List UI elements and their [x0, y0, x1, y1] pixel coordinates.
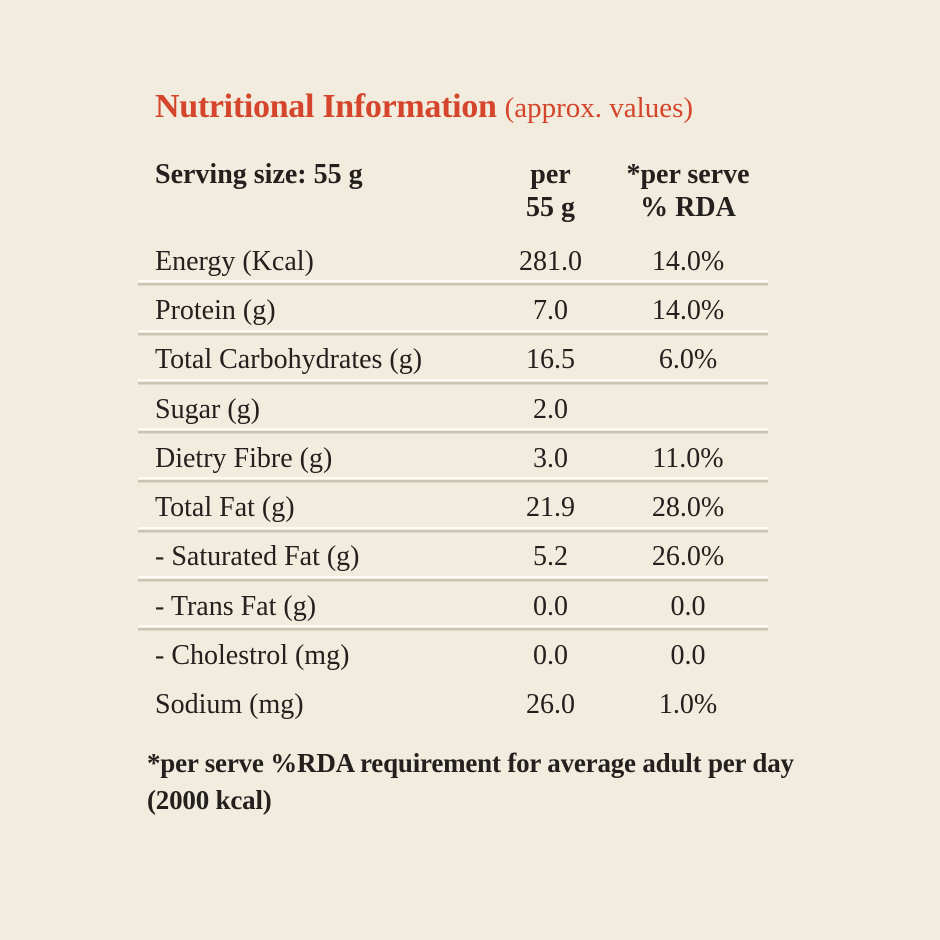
nutrient-value-per-serving: 281.0 [519, 245, 582, 277]
table-row: Energy (Kcal) 281.0 14.0% [138, 237, 768, 287]
header-per-serving-line2: 55 g [526, 192, 575, 223]
nutrient-value-rda: 11.0% [652, 442, 724, 474]
nutrient-value-rda: 0.0 [670, 640, 706, 672]
header-rda: *per serve % RDA [608, 158, 768, 224]
header-per-serving-line1: per [530, 159, 571, 190]
nutrient-value-rda: 6.0% [658, 344, 718, 376]
table-header: Serving size: 55 g per 55 g *per serve %… [138, 158, 768, 224]
nutrient-value-per-serving: 5.2 [533, 541, 568, 573]
header-serving-size: Serving size: 55 g [155, 159, 363, 190]
nutrient-label: Total Fat (g) [155, 492, 295, 524]
nutrient-label: - Cholestrol (mg) [155, 640, 350, 672]
table-row: Protein (g) 7.0 14.0% [138, 286, 768, 336]
table-row: Dietry Fibre (g) 3.0 11.0% [138, 434, 768, 484]
nutrient-label: Sodium (mg) [155, 689, 304, 721]
nutrient-label: Dietry Fibre (g) [155, 442, 333, 474]
table-row: Sodium (mg) 26.0 1.0% [138, 681, 768, 730]
nutrient-value-rda: 14.0% [651, 245, 725, 277]
nutrient-value-per-serving: 0.0 [533, 590, 568, 622]
nutrient-value-rda: 28.0% [651, 492, 725, 524]
header-rda-line1: *per serve [626, 159, 750, 190]
nutrient-label: Sugar (g) [155, 393, 260, 425]
nutrition-table-body: Energy (Kcal) 281.0 14.0% Protein (g) 7.… [138, 237, 768, 730]
nutrient-value-per-serving: 0.0 [533, 640, 568, 672]
nutrient-value-rda: 14.0% [651, 294, 725, 326]
nutrient-value-rda: 26.0% [651, 541, 725, 573]
table-row: Total Fat (g) 21.9 28.0% [138, 483, 768, 534]
nutrient-value-per-serving: 16.5 [526, 344, 575, 376]
page-title: Nutritional Information (approx. values) [155, 88, 693, 126]
header-per-serving: per 55 g [493, 158, 608, 224]
nutrient-value-per-serving: 3.0 [533, 442, 568, 474]
table-row: - Cholestrol (mg) 0.0 0.0 [138, 631, 768, 680]
nutrient-label: - Trans Fat (g) [155, 590, 317, 622]
nutrient-value-per-serving: 26.0 [526, 689, 575, 721]
page-title-suffix: (approx. values) [504, 92, 694, 124]
header-rda-line2: % RDA [640, 192, 736, 223]
page-title-main: Nutritional Information [155, 88, 497, 125]
nutrient-label: Protein (g) [155, 294, 276, 326]
table-row: Total Carbohydrates (g) 16.5 6.0% [138, 336, 768, 386]
nutrient-value-rda: 0.0 [670, 590, 706, 622]
rda-footnote: *per serve %RDA requirement for average … [147, 748, 794, 815]
table-row: Sugar (g) 2.0 [138, 385, 768, 435]
nutrient-value-per-serving: 7.0 [533, 294, 568, 326]
nutrient-value-per-serving: 21.9 [526, 492, 575, 524]
table-row: - Saturated Fat (g) 5.2 26.0% [138, 533, 768, 583]
nutrient-label: Total Carbohydrates (g) [155, 344, 423, 376]
table-row: - Trans Fat (g) 0.0 0.0 [138, 582, 768, 632]
nutrient-value-per-serving: 2.0 [533, 393, 568, 425]
nutrient-label: - Saturated Fat (g) [155, 541, 360, 573]
nutrient-label: Energy (Kcal) [155, 245, 314, 277]
nutrient-value-rda: 1.0% [658, 689, 718, 721]
